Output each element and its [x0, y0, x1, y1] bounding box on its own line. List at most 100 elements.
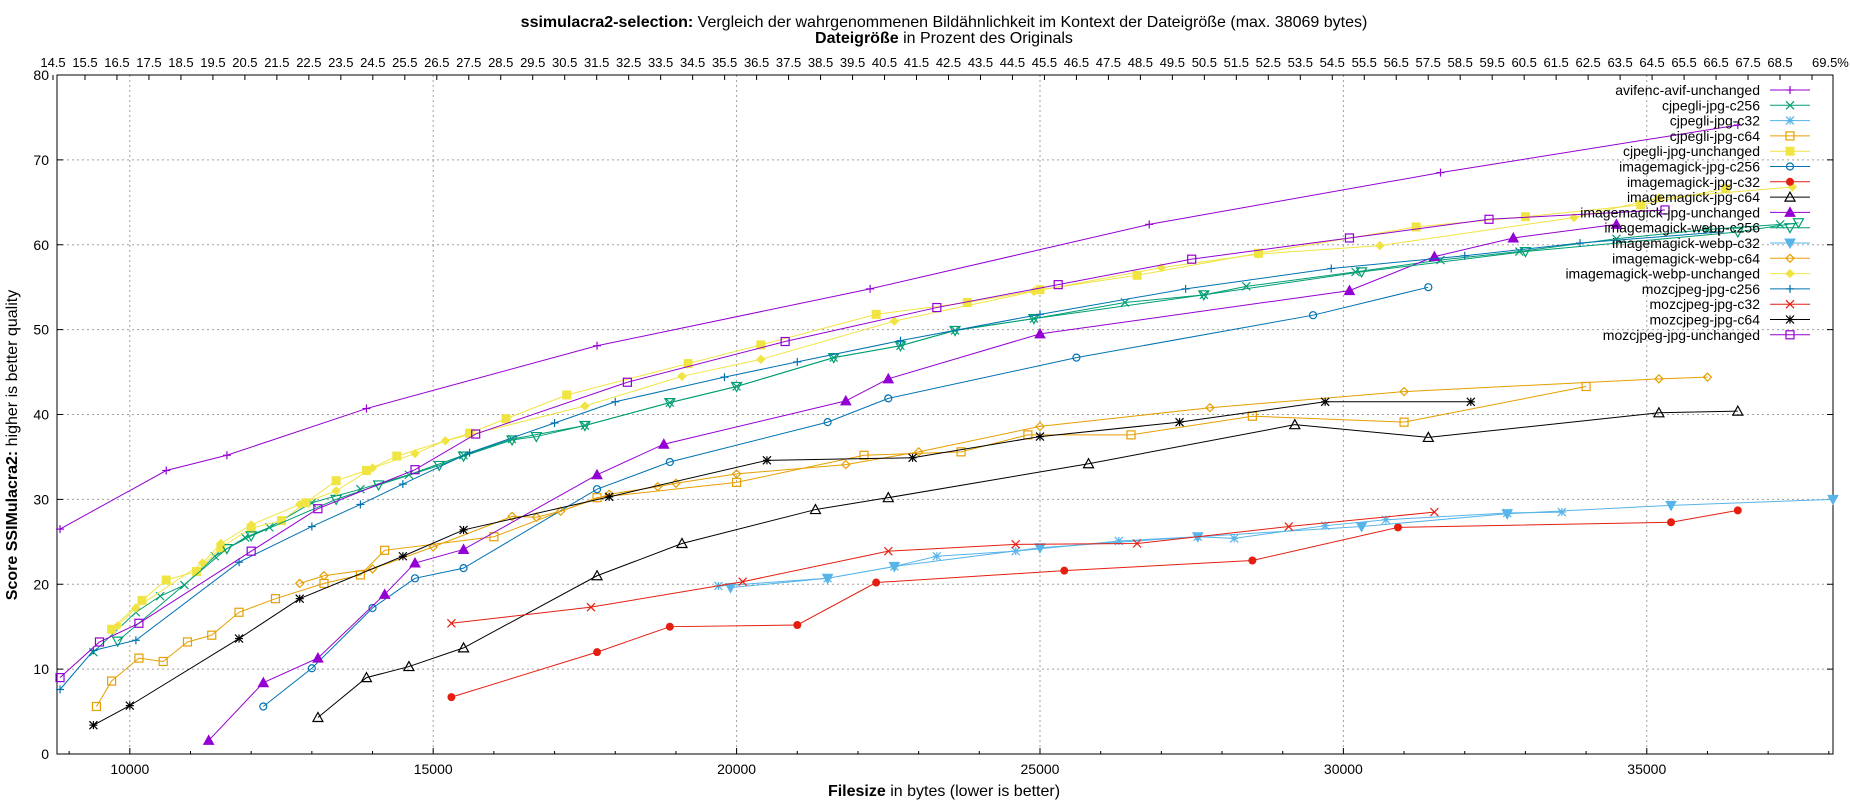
legend-entry: imagemagick-jpg-unchanged	[1580, 204, 1810, 220]
marker-shape	[730, 381, 743, 393]
marker-shape	[932, 302, 942, 313]
marker-shape	[55, 673, 65, 683]
legend-marker	[1785, 253, 1795, 264]
data-point	[562, 390, 572, 400]
marker-shape	[1205, 402, 1215, 413]
marker-shape	[1667, 518, 1676, 527]
data-point	[1035, 310, 1044, 319]
data-point	[182, 637, 193, 647]
y-tick-label: 20	[33, 576, 49, 592]
y-tick-label: 10	[33, 661, 49, 677]
data-point	[1775, 219, 1785, 229]
data-point	[440, 436, 451, 446]
data-point	[257, 676, 270, 688]
data-point	[872, 578, 881, 587]
data-point	[312, 652, 324, 663]
marker-shape	[859, 450, 869, 460]
top-tick-label: 28.5	[488, 55, 513, 70]
data-point	[1399, 386, 1409, 397]
series-lines	[55, 121, 1839, 745]
legend-entry: cjpegli-jpg-c64	[1670, 128, 1810, 144]
data-point	[592, 493, 602, 503]
marker-shape	[294, 578, 305, 589]
data-point	[107, 624, 117, 634]
marker-stroke	[1775, 219, 1785, 229]
series-cjpegli-jpg-c256	[88, 219, 1785, 657]
data-point	[378, 588, 391, 599]
data-point	[1569, 212, 1579, 223]
legend-marker	[1786, 284, 1794, 293]
data-point	[402, 660, 415, 672]
series-imagemagick-jpg-unchanged	[202, 218, 1623, 745]
top-tick-label: 22.5	[296, 55, 321, 70]
top-tick-label: 55.5	[1352, 55, 1377, 70]
marker-shape	[1702, 372, 1713, 383]
data-point	[111, 636, 124, 648]
marker-stroke	[586, 602, 596, 612]
data-point	[1181, 284, 1190, 293]
data-point	[1343, 284, 1356, 296]
data-point	[1187, 254, 1197, 264]
data-point	[307, 522, 316, 531]
data-point	[1027, 313, 1040, 325]
data-point	[731, 469, 742, 479]
top-tick-label: 50.5	[1192, 55, 1217, 70]
legend-label: cjpegli-jpg-unchanged	[1623, 143, 1760, 159]
marker-shape	[1422, 431, 1435, 443]
top-tick-label: 19.5	[200, 55, 225, 70]
marker-shape	[1253, 249, 1264, 259]
marker-shape	[507, 511, 517, 522]
x-tick-label: 25000	[1021, 761, 1060, 777]
data-point	[107, 676, 117, 686]
data-point	[1507, 231, 1520, 243]
marker-stroke	[446, 618, 456, 628]
y-tick-label: 30	[33, 491, 49, 507]
series-mozcjpeg-jpg-unchanged	[55, 205, 1670, 683]
top-tick-label: 49.5	[1160, 55, 1185, 70]
data-point	[1308, 311, 1318, 320]
marker-shape	[1519, 246, 1532, 258]
data-point	[1654, 374, 1664, 384]
data-point	[202, 734, 215, 745]
data-point	[611, 397, 620, 406]
data-point	[1011, 539, 1021, 549]
marker-stroke	[1785, 299, 1795, 309]
data-point	[1034, 327, 1046, 339]
marker-shape	[821, 573, 834, 585]
data-point	[1466, 397, 1476, 407]
legend-label: imagemagick-webp-c256	[1604, 220, 1760, 236]
data-point	[295, 594, 305, 604]
legend-marker	[1784, 238, 1796, 250]
marker-shape	[1484, 214, 1494, 224]
marker-shape	[882, 491, 895, 503]
data-point	[131, 636, 140, 645]
series-line	[262, 286, 1429, 707]
marker-shape	[1072, 353, 1081, 362]
marker-shape	[331, 476, 341, 486]
data-point	[884, 394, 893, 403]
marker-shape	[1783, 223, 1797, 234]
top-tick-label: 43.5	[968, 55, 993, 70]
data-point	[1132, 270, 1142, 280]
top-tick-label: 27.5	[456, 55, 481, 70]
top-tick-label: 32.5	[616, 55, 641, 70]
data-point	[1072, 353, 1081, 362]
legend-marker	[1785, 116, 1795, 126]
series-line	[317, 410, 1738, 718]
data-point	[932, 302, 942, 313]
marker-shape	[889, 316, 900, 326]
data-point	[56, 685, 65, 694]
data-point	[592, 485, 602, 494]
top-tick-label: 35.5	[712, 55, 737, 70]
data-point	[840, 459, 851, 470]
legend-label: imagemagick-jpg-c32	[1627, 174, 1760, 190]
data-point	[428, 542, 439, 552]
data-point	[331, 476, 341, 486]
data-point	[409, 557, 421, 568]
marker-shape	[1027, 313, 1040, 325]
data-point	[593, 341, 602, 350]
data-point	[362, 404, 371, 413]
marker-shape	[197, 558, 208, 568]
top-tick-label: 66.5	[1703, 55, 1728, 70]
series-cjpegli-jpg-c64	[91, 381, 1591, 712]
